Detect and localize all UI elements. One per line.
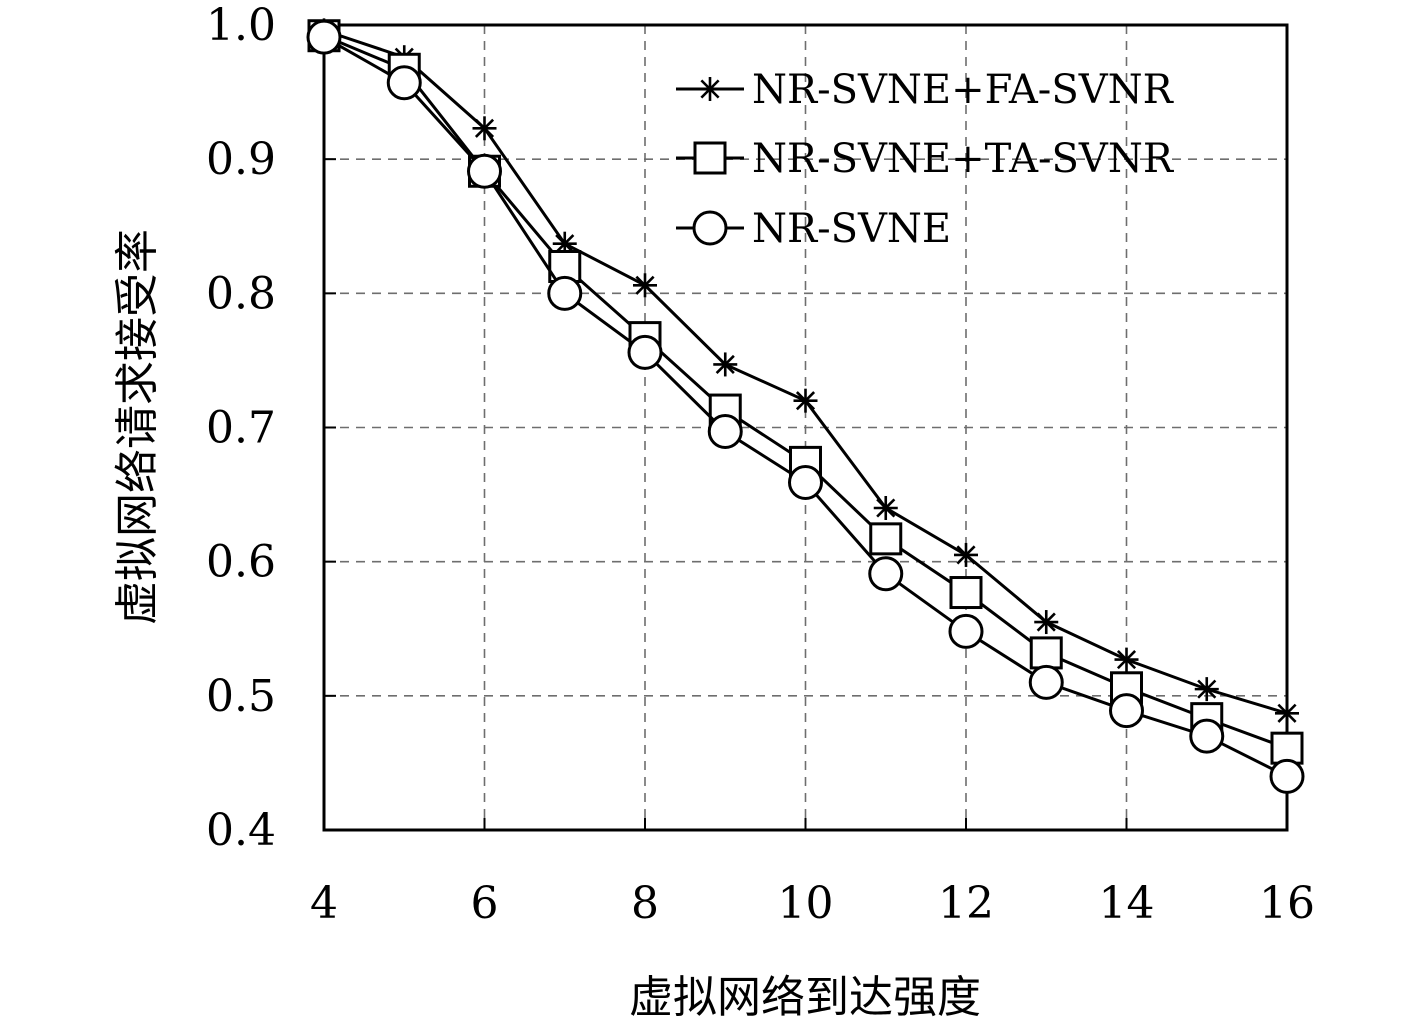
data-point: [1189, 718, 1225, 754]
y-tick-label: 0.4: [206, 805, 276, 856]
circle-marker: [707, 414, 743, 450]
data-point: [713, 352, 738, 377]
y-tick-label: 0.6: [206, 537, 276, 588]
circle-marker: [948, 613, 984, 649]
data-point: [633, 273, 657, 298]
data-point: [1114, 647, 1139, 672]
legend-label: NR-SVNE+TA-SVNR: [752, 136, 1175, 182]
data-point: [472, 116, 497, 141]
square-marker: [869, 522, 903, 556]
x-tick-label: 6: [471, 878, 499, 929]
x-tick-label: 16: [1259, 878, 1315, 929]
asterisk-marker-stroke: [876, 498, 896, 518]
data-point: [948, 613, 984, 649]
x-tick-label: 8: [631, 878, 659, 929]
legend-item: NR-SVNE+FA-SVNR: [676, 67, 1175, 113]
x-tick-label: 14: [1099, 878, 1155, 929]
legend-label: NR-SVNE+FA-SVNR: [752, 67, 1175, 113]
data-point: [1275, 701, 1299, 726]
data-point: [386, 65, 422, 101]
axis-ticks: 4 6 8 10 12 14 16 0.4 0.5 0.6 0.7 0.8 0.9 1.0: [206, 0, 1315, 929]
asterisk-marker-stroke: [700, 79, 720, 99]
data-point: [954, 542, 978, 567]
data-point: [1269, 758, 1305, 794]
data-point: [1028, 664, 1064, 700]
circle-marker: [1189, 718, 1225, 754]
data-point: [306, 19, 342, 55]
y-tick-label: 0.8: [206, 268, 276, 319]
y-tick-label: 0.7: [206, 403, 276, 454]
circle-marker: [788, 465, 823, 501]
data-point: [1034, 610, 1059, 635]
circle-marker: [306, 19, 342, 55]
circle-marker: [692, 210, 728, 246]
data-point: [547, 275, 583, 311]
square-marker: [949, 576, 983, 610]
asterisk-marker-stroke: [715, 354, 735, 375]
circle-marker: [1028, 664, 1064, 700]
circle-marker: [386, 65, 422, 101]
data-point: [1194, 677, 1219, 702]
circle-marker: [627, 334, 663, 370]
data-point: [627, 334, 663, 370]
y-tick-label: 1.0: [206, 0, 276, 51]
circle-marker: [1269, 758, 1305, 794]
x-axis-title: 虚拟网络到达强度: [629, 972, 981, 1023]
square-marker: [1029, 636, 1063, 670]
data-point: [788, 465, 823, 501]
y-tick-label: 0.9: [206, 134, 276, 185]
square-marker: [693, 141, 727, 175]
legend-item: NR-SVNE+TA-SVNR: [676, 136, 1175, 182]
circle-marker: [1109, 693, 1144, 729]
x-tick-label: 4: [310, 878, 338, 929]
asterisk-marker-stroke: [1116, 650, 1137, 670]
asterisk-marker-stroke: [956, 545, 976, 565]
data-point: [467, 153, 502, 189]
data-point: [869, 522, 903, 556]
data-point: [868, 556, 904, 592]
circle-marker: [868, 556, 904, 592]
asterisk-marker-stroke: [555, 234, 575, 254]
data-point: [1029, 636, 1063, 670]
series-line: [323, 28, 1288, 715]
asterisk-marker-stroke: [795, 391, 816, 411]
asterisk-marker-stroke: [1277, 703, 1297, 723]
asterisk-marker-stroke: [635, 275, 655, 295]
data-point: [1270, 731, 1304, 765]
data-point: [1109, 693, 1144, 729]
legend-item: NR-SVNE: [676, 206, 951, 252]
legend-label: NR-SVNE: [752, 206, 951, 252]
data-point: [949, 576, 983, 610]
data-point: [793, 388, 818, 413]
data-point: [873, 496, 898, 520]
x-tick-label: 10: [778, 878, 834, 929]
asterisk-marker-stroke: [1036, 612, 1056, 632]
data-point: [552, 231, 577, 256]
series-layer: [306, 18, 1305, 794]
asterisk-marker-stroke: [474, 118, 495, 138]
y-tick-label: 0.5: [206, 671, 276, 722]
series-circle: [306, 19, 1305, 794]
circle-marker: [547, 275, 583, 311]
asterisk-marker-stroke: [1197, 679, 1217, 699]
circle-marker: [467, 153, 502, 189]
square-marker: [1270, 731, 1304, 765]
y-axis-title: 虚拟网络请求接受率: [112, 229, 163, 625]
legend: NR-SVNE+FA-SVNR NR-SVNE+TA-SVNR NR-SVNE: [676, 67, 1175, 252]
data-point: [707, 414, 743, 450]
x-tick-label: 12: [938, 878, 994, 929]
